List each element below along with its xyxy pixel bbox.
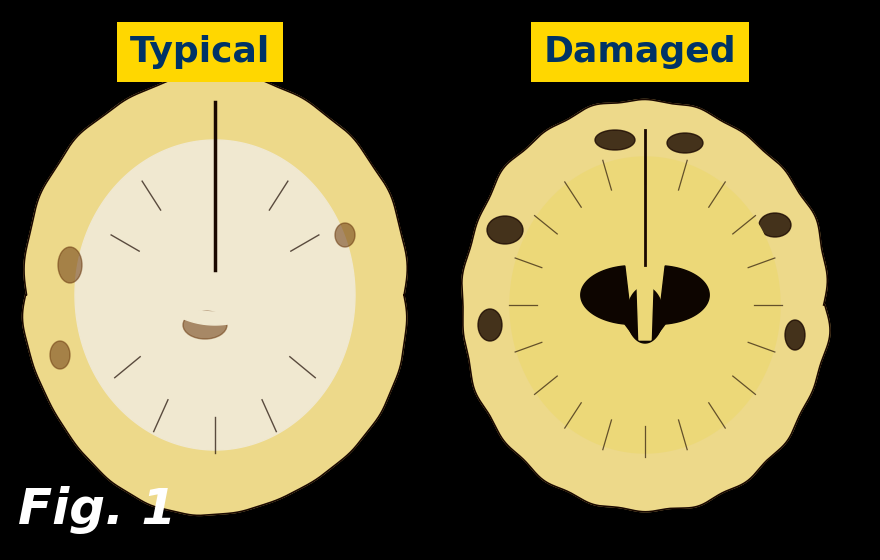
- Ellipse shape: [759, 213, 791, 237]
- Text: Typical: Typical: [130, 35, 270, 69]
- Ellipse shape: [595, 130, 635, 150]
- Polygon shape: [155, 288, 275, 325]
- Ellipse shape: [183, 311, 227, 339]
- Polygon shape: [637, 280, 653, 340]
- Polygon shape: [510, 157, 780, 453]
- Ellipse shape: [50, 341, 70, 369]
- Polygon shape: [22, 74, 407, 515]
- Polygon shape: [75, 140, 355, 450]
- Ellipse shape: [667, 133, 703, 153]
- Ellipse shape: [58, 247, 82, 283]
- Ellipse shape: [335, 223, 355, 247]
- Ellipse shape: [478, 309, 502, 341]
- Ellipse shape: [785, 320, 805, 350]
- Polygon shape: [627, 287, 663, 343]
- Polygon shape: [462, 100, 830, 512]
- Text: Damaged: Damaged: [544, 35, 737, 69]
- Ellipse shape: [487, 216, 523, 244]
- Polygon shape: [581, 266, 633, 335]
- Polygon shape: [657, 266, 709, 335]
- Text: Fig. 1: Fig. 1: [18, 486, 176, 534]
